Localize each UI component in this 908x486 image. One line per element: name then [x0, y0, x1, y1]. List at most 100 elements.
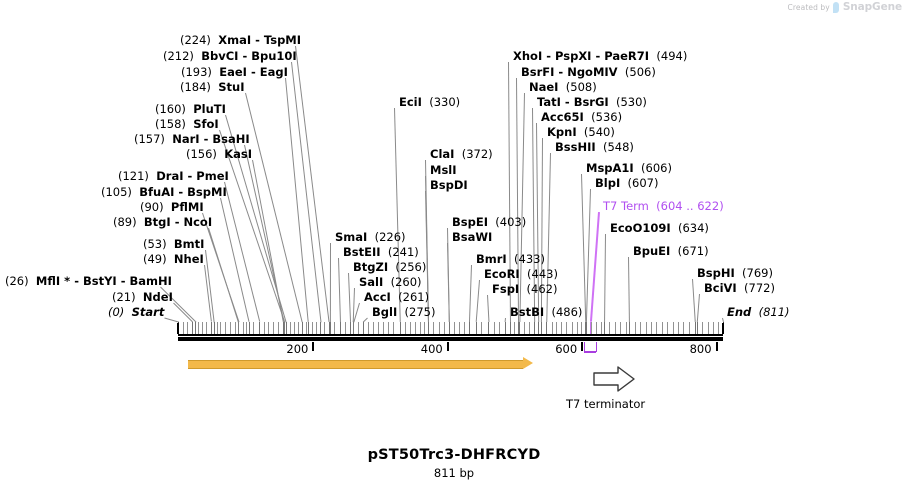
restriction-site-label-bcivi[interactable]: BciVI (772)	[704, 282, 775, 295]
enzyme-name: MflI *	[35, 274, 71, 288]
restriction-hash-mark	[481, 322, 483, 334]
restriction-hash-mark	[382, 322, 384, 334]
restriction-hash-mark	[183, 322, 185, 334]
enzyme-name: BstBI	[510, 305, 545, 319]
restriction-site-label-pflmi[interactable]: (90) PflMI	[140, 201, 204, 214]
enzyme-name: PflMI	[170, 200, 204, 214]
restriction-hash-mark	[235, 322, 237, 334]
site-position: (90)	[140, 200, 171, 214]
enzyme-name: BstYI	[82, 274, 117, 288]
restriction-hash-mark	[237, 322, 239, 334]
restriction-hash-mark	[248, 322, 250, 334]
leader-line-acci	[353, 302, 360, 323]
leader-line-mspa1i	[581, 173, 587, 323]
restriction-site-label-end[interactable]: End (811)	[727, 306, 790, 319]
enzyme-separator: -	[542, 49, 556, 63]
restriction-hash-mark	[368, 322, 370, 334]
enzyme-name: Bpu10I	[251, 49, 297, 63]
restriction-site-label-xhoi[interactable]: XhoI - PspXI - PaeR7I (494)	[513, 50, 687, 63]
site-position: (160)	[155, 102, 194, 116]
restriction-hash-mark	[651, 322, 653, 334]
site-position: (241)	[380, 245, 419, 259]
restriction-site-label-sali[interactable]: SalI (260)	[359, 276, 422, 289]
leader-line-bpuei	[628, 256, 630, 323]
restriction-hash-mark	[571, 322, 573, 334]
plasmid-length: 811 bp	[433, 466, 475, 480]
restriction-site-label-bsawi[interactable]: BsaWI	[452, 231, 492, 244]
restriction-site-label-pluti[interactable]: (160) PluTI	[155, 103, 226, 116]
restriction-site-label-ecoo109i[interactable]: EcoO109I (634)	[610, 222, 709, 235]
restriction-site-label-bmri[interactable]: BmrI (433)	[476, 253, 545, 266]
restriction-site-label-bfuai[interactable]: (105) BfuAI - BspMI	[101, 186, 227, 199]
restriction-site-label-eaei[interactable]: (193) EaeI - EagI	[181, 66, 288, 79]
restriction-site-label-nari[interactable]: (157) NarI - BsaHI	[134, 133, 250, 146]
restriction-site-label-sfoi[interactable]: (158) SfoI	[155, 118, 219, 131]
enzyme-name: T7 Term	[603, 199, 649, 213]
restriction-site-label-ndei[interactable]: (21) NdeI	[112, 291, 173, 304]
restriction-hash-mark	[253, 322, 255, 334]
restriction-hash-mark	[284, 322, 286, 334]
restriction-site-label-naei[interactable]: NaeI (508)	[529, 81, 597, 94]
restriction-hash-mark	[192, 322, 194, 334]
restriction-site-label-bmti[interactable]: (53) BmtI	[143, 238, 204, 251]
restriction-hash-mark	[528, 322, 530, 334]
restriction-hash-mark	[696, 322, 698, 334]
restriction-site-label-kasi[interactable]: (156) KasI	[186, 148, 252, 161]
leader-line-blpi	[585, 188, 591, 323]
restriction-site-label-blpi[interactable]: BlpI (607)	[595, 177, 658, 190]
restriction-site-label-fspi[interactable]: FspI (462)	[492, 283, 557, 296]
restriction-site-label-xmai[interactable]: (224) XmaI - TspMI	[180, 34, 301, 47]
restriction-site-label-acci[interactable]: AccI (261)	[364, 291, 429, 304]
ruler-tick	[581, 342, 584, 351]
leader-line-ndei	[173, 302, 193, 323]
orf-arrow-body[interactable]	[188, 360, 523, 369]
restriction-site-label-ecori[interactable]: EcoRI (443)	[484, 268, 558, 281]
restriction-site-label-start[interactable]: (0) Start	[108, 306, 164, 319]
restriction-site-label-bsphi[interactable]: BspHI (769)	[697, 267, 773, 280]
restriction-site-label-mspa1i[interactable]: MspA1I (606)	[586, 162, 672, 175]
restriction-site-label-bstbi[interactable]: BstBI (486)	[510, 306, 582, 319]
restriction-site-label-acc65i[interactable]: Acc65I (536)	[541, 111, 622, 124]
restriction-site-label-btgzi[interactable]: BtgZI (256)	[353, 261, 426, 274]
leader-line-bsphi	[692, 278, 696, 323]
restriction-site-label-kpni[interactable]: KpnI (540)	[547, 126, 615, 139]
restriction-site-label-bbvci[interactable]: (212) BbvCI - Bpu10I	[163, 50, 297, 63]
site-position: (462)	[519, 282, 558, 296]
restriction-site-label-ecii[interactable]: EciI (330)	[399, 96, 460, 109]
enzyme-separator: -	[591, 49, 605, 63]
restriction-site-label-nhei[interactable]: (49) NheI	[143, 253, 204, 266]
enzyme-name: NarI	[172, 132, 200, 146]
restriction-hash-mark	[614, 322, 616, 334]
restriction-site-label-tati[interactable]: TatI - BsrGI (530)	[537, 96, 647, 109]
restriction-site-label-bpuei[interactable]: BpuEI (671)	[633, 245, 709, 258]
restriction-site-label-clai[interactable]: ClaI (372)	[430, 148, 493, 161]
t7-terminator-arrow-icon[interactable]	[592, 365, 636, 397]
restriction-site-label-stui[interactable]: (184) StuI	[180, 81, 244, 94]
restriction-site-label-bgli[interactable]: BglI (275)	[372, 306, 435, 319]
leader-line-btgzi	[348, 272, 352, 323]
restriction-site-label-bspdi[interactable]: BspDI	[430, 179, 468, 192]
restriction-site-label-btgi[interactable]: (89) BtgI - NcoI	[113, 216, 212, 229]
restriction-site-label-bsshii[interactable]: BssHII (548)	[555, 141, 634, 154]
restriction-hash-mark	[591, 322, 593, 334]
restriction-site-label-t7term[interactable]: T7 Term (604 .. 622)	[603, 200, 724, 213]
restriction-site-label-drai[interactable]: (121) DraI - PmeI	[118, 170, 229, 183]
restriction-site-label-bsrfi[interactable]: BsrFI - NgoMIV (506)	[521, 66, 656, 79]
restriction-hash-mark	[328, 322, 330, 334]
leader-line-bmri	[468, 264, 472, 323]
site-position: (26)	[5, 274, 36, 288]
restriction-hash-mark	[566, 322, 568, 334]
leader-line-xmai	[295, 45, 330, 323]
enzyme-name: BpuEI	[633, 244, 671, 258]
plasmid-title: pST50Trc3-DHFRCYD	[367, 447, 541, 463]
restriction-site-label-smai[interactable]: SmaI (226)	[335, 231, 406, 244]
restriction-site-label-bspei[interactable]: BspEI (403)	[452, 216, 526, 229]
restriction-site-label-mfli[interactable]: (26) MflI * - BstYI - BamHI	[5, 275, 172, 288]
restriction-hash-mark	[493, 322, 495, 334]
restriction-site-label-bstreii[interactable]: BstEII (241)	[343, 246, 419, 259]
restriction-hash-mark	[320, 322, 322, 334]
restriction-site-label-msli[interactable]: MslI	[430, 164, 457, 177]
restriction-hash-mark	[448, 322, 450, 334]
restriction-hash-mark	[625, 322, 627, 334]
